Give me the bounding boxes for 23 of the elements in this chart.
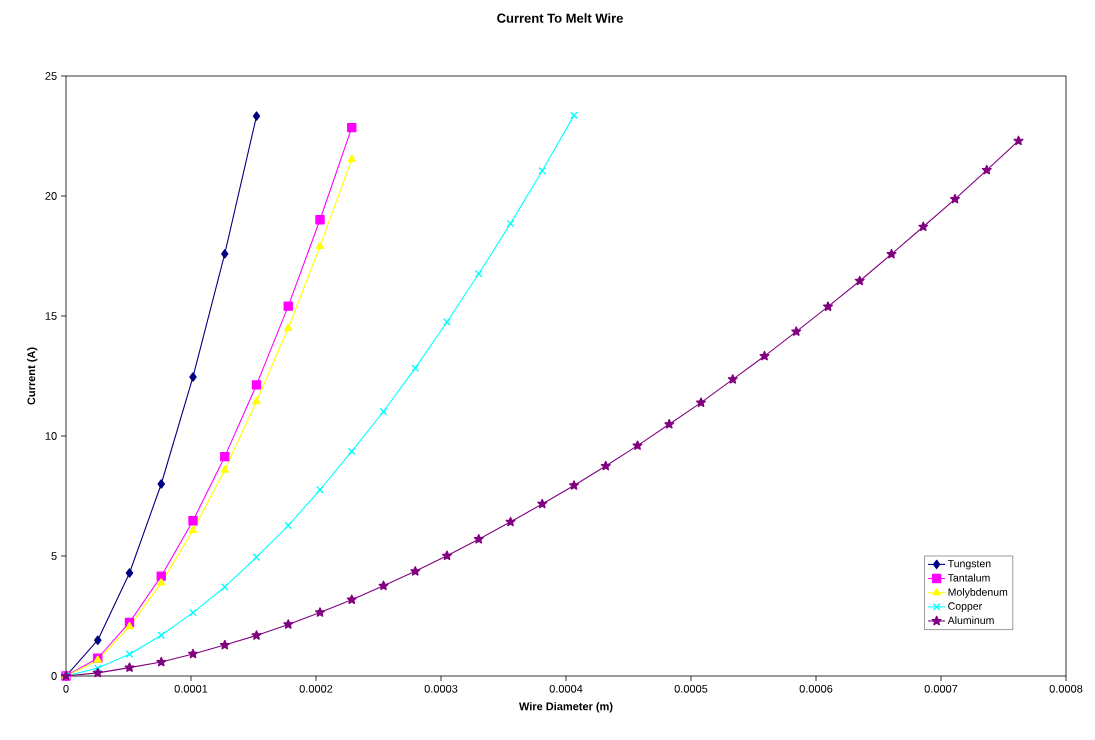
- x-axis-title: Wire Diameter (m): [519, 702, 613, 713]
- y-tick-label: 5: [51, 552, 57, 560]
- chart-title: Current To Melt Wire: [497, 13, 623, 23]
- x-tick-label: 0.0005: [674, 684, 708, 693]
- legend-label: Tantalum: [947, 573, 990, 582]
- y-tick-label: 0: [51, 672, 57, 680]
- x-tick-label: 0.0003: [424, 684, 458, 693]
- y-tick-label: 10: [45, 432, 57, 440]
- legend-label: Tungsten: [947, 559, 991, 570]
- x-tick-label: 0.0006: [799, 684, 833, 693]
- legend-label: Copper: [948, 602, 982, 612]
- y-tick-label: 25: [45, 72, 57, 80]
- x-tick-label: 0.0001: [174, 684, 208, 693]
- x-tick-label: 0.0004: [549, 684, 583, 693]
- y-tick-label: 15: [45, 312, 57, 320]
- legend-label: Molybdenum: [948, 588, 1008, 598]
- x-tick-label: 0.0002: [299, 684, 333, 693]
- x-tick-label: 0.0008: [1049, 684, 1083, 693]
- y-tick-label: 20: [45, 192, 57, 200]
- x-tick-label: 0: [63, 684, 69, 693]
- y-axis-title: Current (A): [27, 347, 38, 405]
- legend-label: Aluminum: [947, 616, 994, 625]
- x-tick-label: 0.0007: [924, 684, 958, 693]
